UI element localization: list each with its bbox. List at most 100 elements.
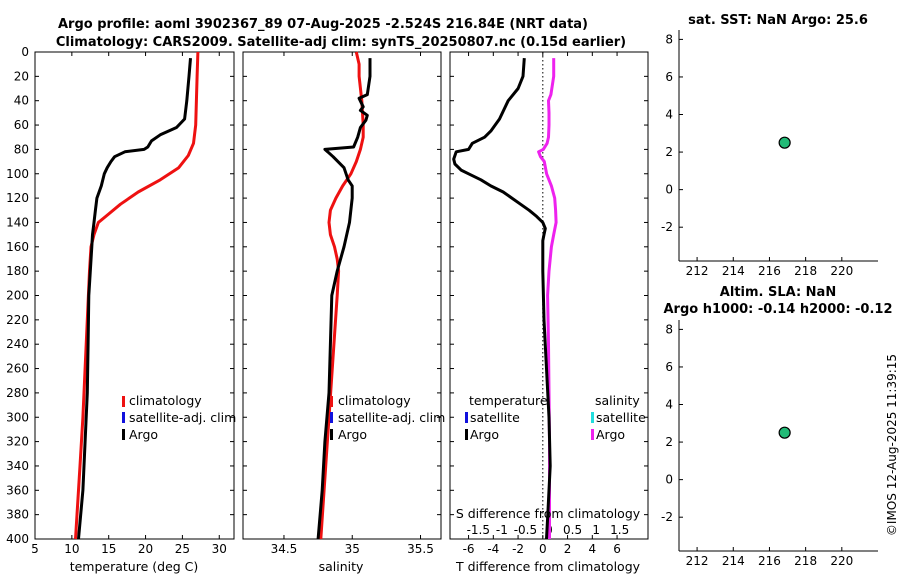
ytick-label: 60 (14, 118, 29, 132)
ytick-label: 400 (6, 532, 29, 546)
ytick-label: 20 (14, 69, 29, 83)
xtick-label: 35.5 (407, 542, 434, 556)
ytick-label: 200 (6, 289, 29, 303)
legend-argo-swatch (122, 429, 125, 440)
legend-t-argo-swatch (465, 429, 468, 440)
xtick-label: 15 (101, 542, 116, 556)
ytick-label: 100 (6, 167, 29, 181)
series-climatology (74, 51, 200, 540)
ytick-label: 180 (6, 264, 29, 278)
salinity-axes-frame (242, 51, 442, 540)
map-ytick-label: 4 (665, 108, 673, 122)
xtick-label: -2 (512, 542, 524, 556)
salinity-xlabel: salinity (319, 559, 364, 574)
s-difference-xlabel: S difference from climatology (456, 506, 641, 521)
temperature-panel: 5 10 15 20 25 3002040608010012014016018020022… (6, 45, 236, 574)
ytick-label: 260 (6, 362, 29, 376)
difference-panel: -6 -4 -2 0 2 4 6-1.5 -1 -0.5 0 0.5 1 1.5 S differenc… (449, 51, 649, 574)
figure-title-line2: Climatology: CARS2009. Satellite-adj cli… (56, 35, 626, 50)
xtick-label: -4 (487, 542, 499, 556)
legend-t-argo: Argo (470, 427, 499, 442)
map-xtick-label: 212 (686, 264, 709, 278)
s-xtick-label: 1 (592, 523, 600, 537)
ytick-label: 40 (14, 94, 29, 108)
legend-argo: Argo (129, 427, 158, 442)
xtick-label: 10 (64, 542, 79, 556)
legend-s-satellite: satellite (596, 410, 646, 425)
legend-climatology: climatology (129, 393, 202, 408)
xtick-label: 5 (31, 542, 39, 556)
xtick-label: 25 (175, 542, 190, 556)
sla-map-panel: Altim. SLA: NaN Argo h1000: -0.14 h2000:… (661, 285, 892, 568)
ytick-label: 380 (6, 508, 29, 522)
legend-t-satellite-swatch (465, 412, 468, 423)
map-xtick-label: 216 (758, 554, 781, 568)
xtick-label: 6 (613, 542, 621, 556)
ytick-label: 0 (21, 45, 29, 59)
ytick-label: 240 (6, 337, 29, 351)
s-xtick-label: 1.5 (610, 523, 629, 537)
sst-map-panel: sat. SST: NaN Argo: 25.6 212 214 216 218 220… (661, 13, 878, 278)
sla-map-title-line1: Altim. SLA: NaN (720, 285, 836, 300)
map-ytick-label: 0 (665, 183, 673, 197)
imos-timestamp: ©IMOS 12-Aug-2025 11:39:15 (885, 354, 899, 536)
ytick-label: 160 (6, 240, 29, 254)
ytick-label: 220 (6, 313, 29, 327)
sal-legend-satellite: satellite-adj. clim (338, 410, 445, 425)
temperature-xlabel: temperature (deg C) (70, 559, 199, 574)
t-difference-xlabel: T difference from climatology (455, 559, 641, 574)
legend-climatology-swatch (122, 396, 125, 407)
ytick-label: 120 (6, 191, 29, 205)
series-climatology (319, 51, 365, 540)
xtick-label: -6 (463, 542, 475, 556)
map-xtick-label: 214 (722, 554, 745, 568)
ytick-label: 80 (14, 142, 29, 156)
map-xtick-label: 214 (722, 264, 745, 278)
s-xtick-label: -0.5 (514, 523, 537, 537)
map-ytick-label: 0 (665, 473, 673, 487)
map-ytick-label: -2 (661, 510, 673, 524)
sal-legend-satellite-swatch (330, 412, 333, 423)
argo-position-marker (778, 426, 791, 439)
map-xtick-label: 220 (830, 264, 853, 278)
map-ytick-label: 6 (665, 360, 673, 374)
xtick-label: 20 (138, 542, 153, 556)
map-xtick-label: 220 (830, 554, 853, 568)
s-xtick-label: 0.5 (563, 523, 582, 537)
map-ytick-label: 2 (665, 435, 673, 449)
map-ytick-label: 4 (665, 398, 673, 412)
xtick-label: 34.5 (271, 542, 298, 556)
xtick-label: 30 (212, 542, 227, 556)
map-ytick-label: 6 (665, 70, 673, 84)
map-xtick-label: 212 (686, 554, 709, 568)
xtick-label: 2 (564, 542, 572, 556)
sla-map-title-line2: Argo h1000: -0.14 h2000: -0.12 (663, 302, 892, 317)
series-temperature-argo (452, 57, 552, 540)
ytick-label: 140 (6, 215, 29, 229)
map-xtick-label: 216 (758, 264, 781, 278)
sal-legend-climatology-swatch (330, 396, 333, 407)
map-xtick-label: 218 (794, 264, 817, 278)
figure-title-line1: Argo profile: aoml 3902367_89 07-Aug-202… (58, 17, 588, 32)
map-ytick-label: 2 (665, 145, 673, 159)
map-ytick-label: 8 (665, 32, 673, 46)
series-salinity-argo (537, 58, 558, 539)
legend-satellite-swatch (122, 412, 125, 423)
sal-legend-argo-swatch (330, 429, 333, 440)
legend-s-argo-swatch (591, 429, 594, 440)
series-argo (77, 57, 192, 540)
sal-legend-argo: Argo (338, 427, 367, 442)
ytick-label: 280 (6, 386, 29, 400)
ytick-label: 340 (6, 459, 29, 473)
legend-salinity-head: salinity (595, 393, 640, 408)
map-xtick-label: 218 (794, 554, 817, 568)
xtick-label: 35 (345, 542, 360, 556)
salinity-panel: 34.5 35 35.5 salinity climatology satellit… (242, 51, 445, 574)
xtick-label: 4 (588, 542, 596, 556)
legend-satellite: satellite-adj. clim (129, 410, 236, 425)
legend-s-satellite-swatch (591, 412, 594, 423)
ytick-label: 300 (6, 410, 29, 424)
legend-t-satellite: satellite (470, 410, 520, 425)
map-ytick-label: 8 (665, 322, 673, 336)
